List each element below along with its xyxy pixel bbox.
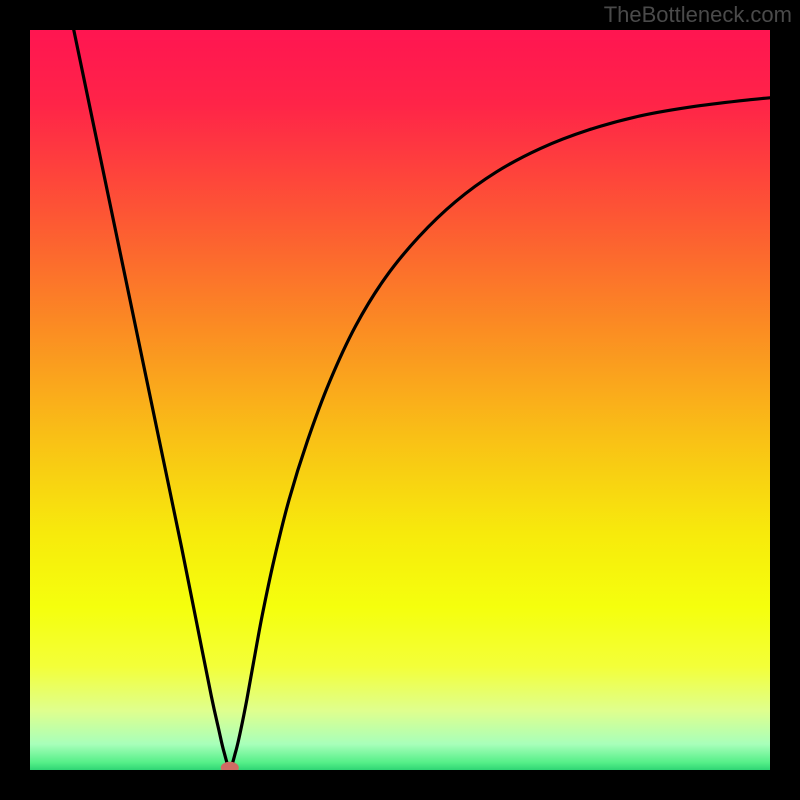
bottleneck-curve-chart [0,0,800,800]
chart-container: TheBottleneck.com [0,0,800,800]
gradient-plot-background [30,30,770,770]
